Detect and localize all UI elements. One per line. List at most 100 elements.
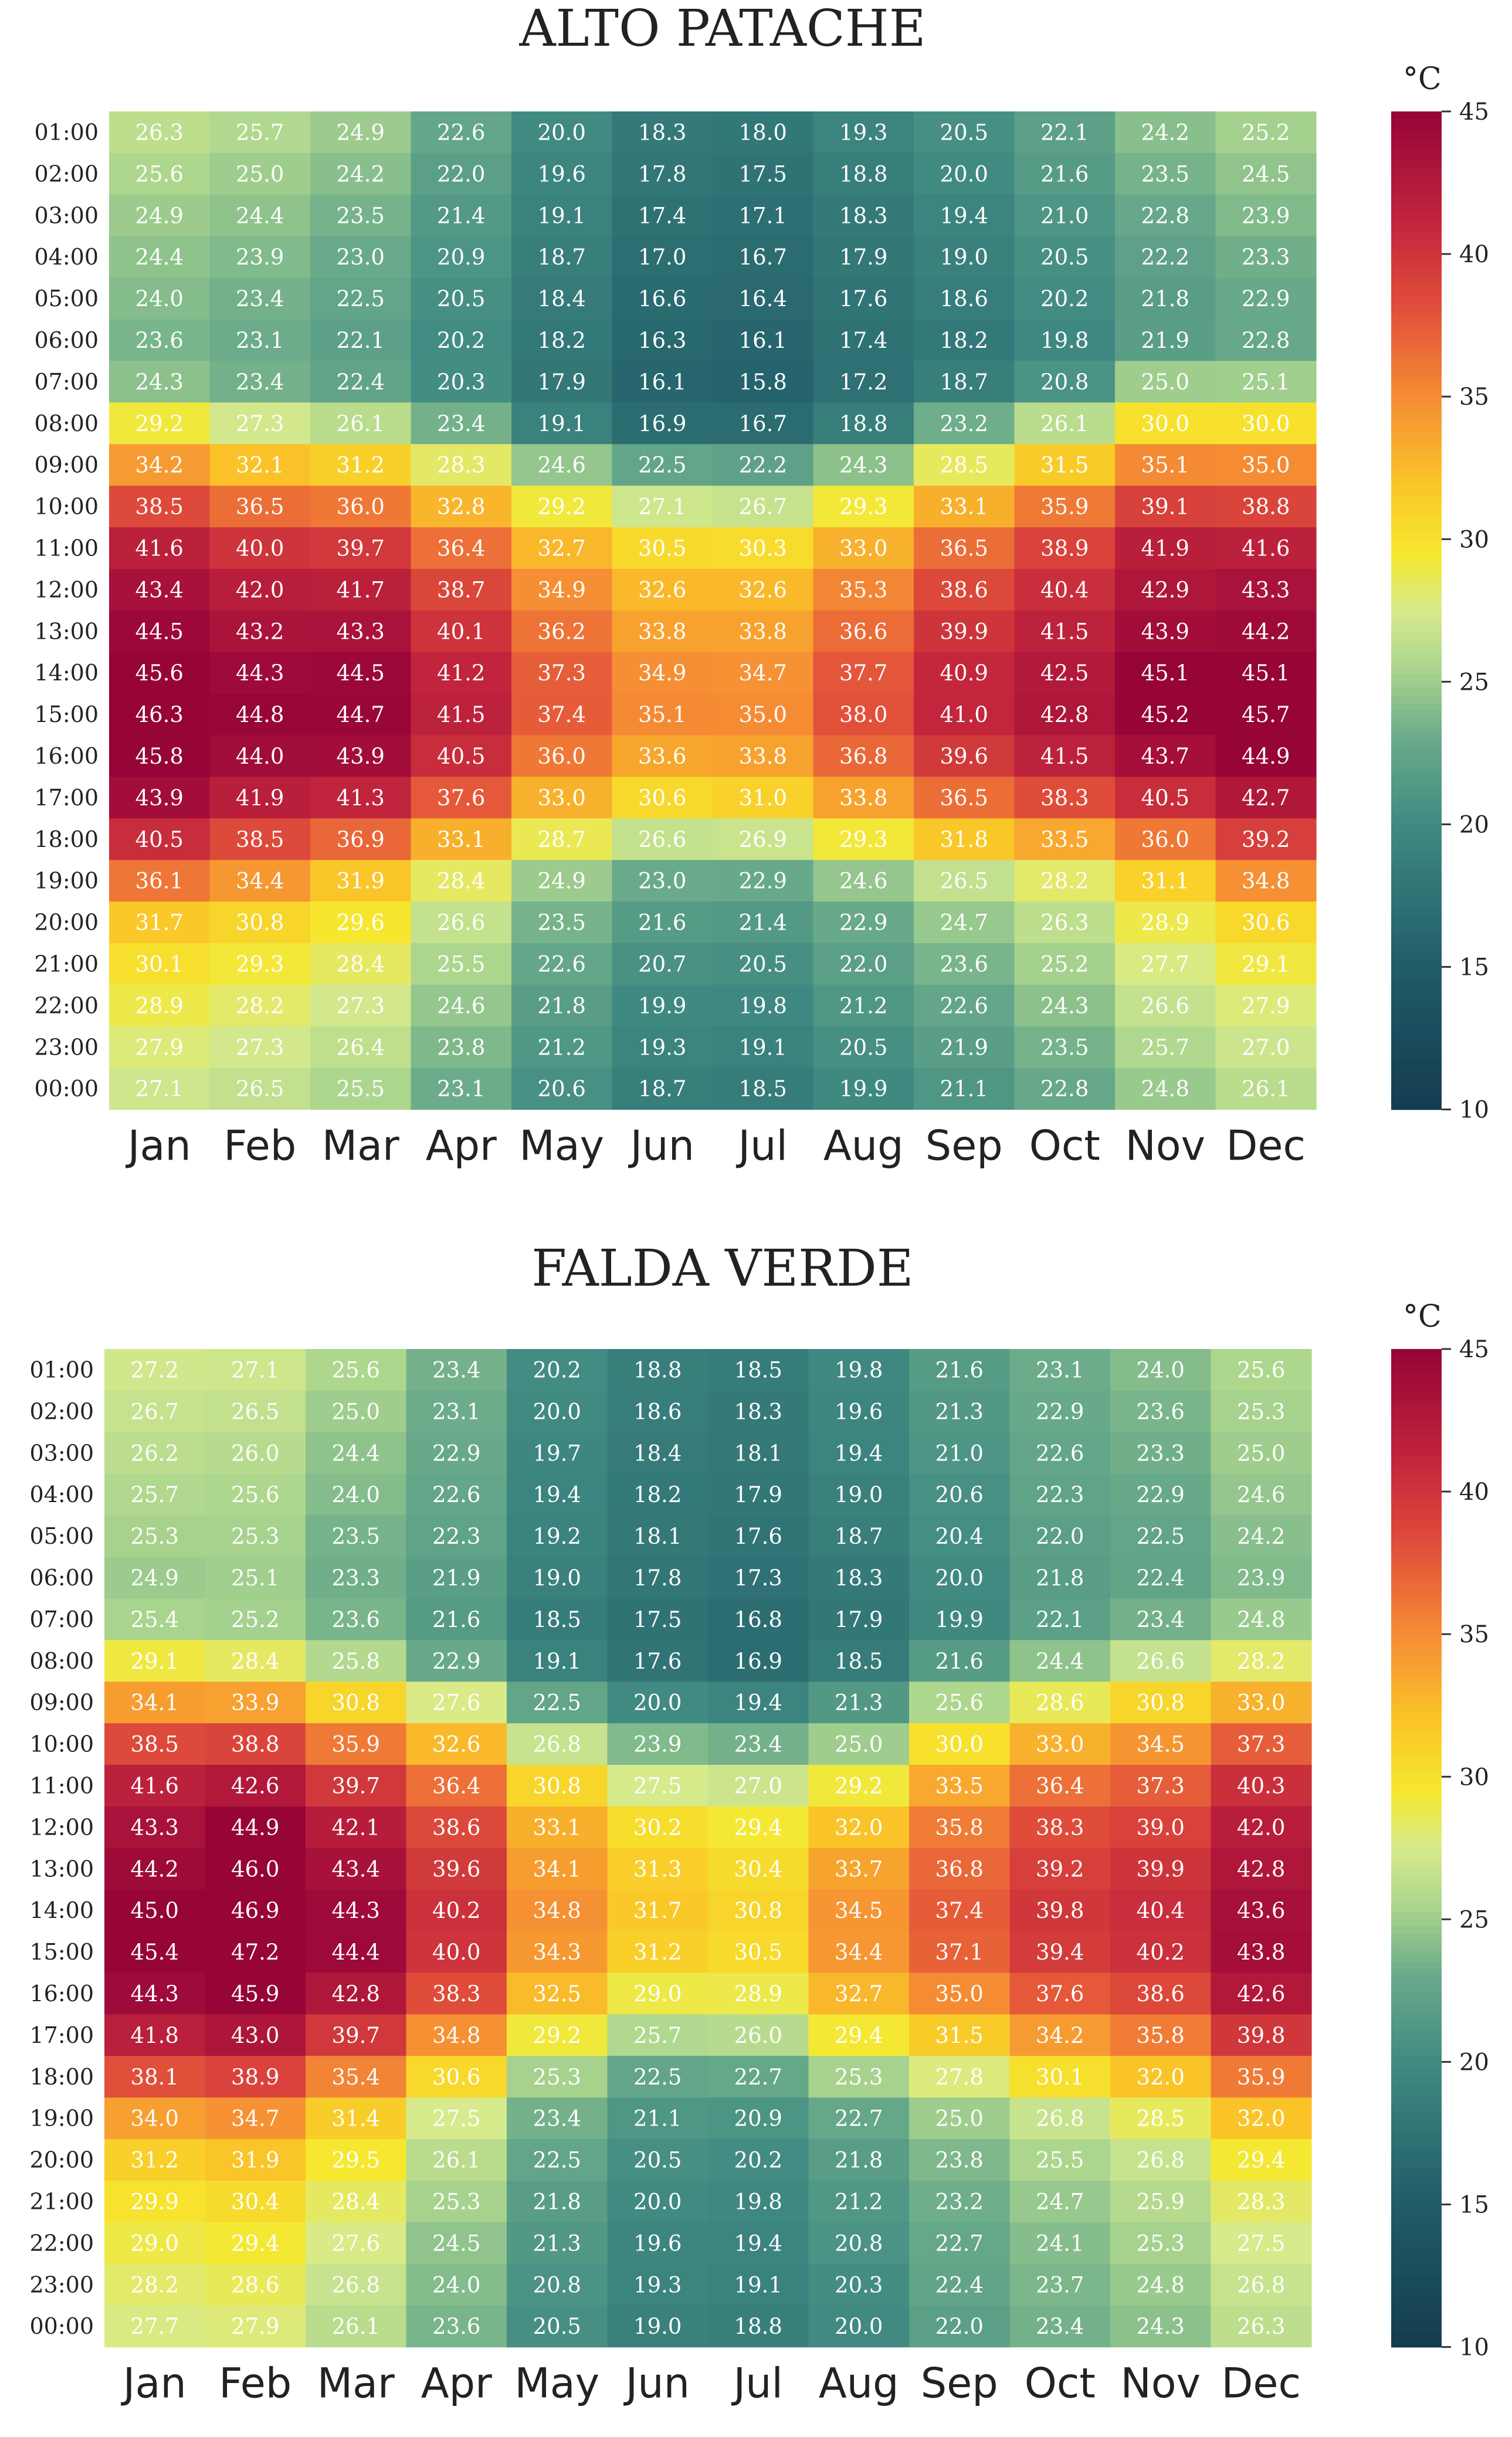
heatmap-cell [1115, 319, 1216, 361]
colorbar-segment [1391, 1470, 1442, 1478]
cell-value-label: 18.2 [538, 328, 586, 353]
cell-value-label: 24.0 [135, 286, 184, 311]
cell-value-label: 24.7 [1036, 2189, 1084, 2214]
cell-value-label: 24.9 [337, 120, 385, 145]
cell-value-label: 26.0 [734, 2023, 782, 2048]
cell-value-label: 29.4 [231, 2231, 279, 2256]
heatmap-cell [209, 610, 311, 653]
heatmap-cell [813, 860, 914, 902]
cell-value-label: 23.9 [1242, 203, 1290, 228]
cell-value-label: 27.9 [1242, 993, 1290, 1018]
colorbar-segment [1391, 988, 1442, 996]
heatmap-cell [507, 1473, 608, 1516]
heatmap-cell [813, 818, 914, 860]
heatmap-cell [406, 2263, 507, 2306]
heatmap-cell [808, 1349, 910, 1391]
cell-value-label: 20.5 [739, 951, 787, 977]
cell-value-label: 33.8 [739, 619, 787, 644]
colorbar-segment [1391, 1655, 1442, 1663]
cell-value-label: 25.0 [236, 161, 284, 187]
y-tick-label: 05:00 [29, 1523, 94, 1549]
heatmap-cell [713, 402, 814, 445]
colorbar-segment [1391, 945, 1442, 954]
heatmap-cell [1215, 901, 1317, 944]
heatmap-cell [511, 402, 613, 445]
colorbar-tick-label: 15 [1459, 2192, 1489, 2219]
cell-value-label: 23.4 [236, 286, 284, 311]
cell-value-label: 27.3 [337, 993, 385, 1018]
cell-value-label: 33.6 [638, 744, 686, 769]
colorbar-segment [1391, 660, 1442, 668]
cell-value-label: 28.5 [940, 453, 988, 478]
heatmap-cell [310, 984, 412, 1027]
heatmap-cell [406, 1598, 507, 1641]
heatmap-cell [104, 1682, 206, 1724]
colorbar-segment [1391, 1919, 1442, 1927]
heatmap-cell [607, 2097, 708, 2140]
cell-value-label: 32.7 [835, 1981, 883, 2006]
colorbar-segment [1391, 724, 1442, 733]
cell-value-label: 38.8 [1242, 494, 1290, 520]
heatmap-cell [1110, 2263, 1212, 2306]
heatmap-cell [1115, 1026, 1216, 1069]
colorbar-segment [1391, 1684, 1442, 1692]
cell-value-label: 27.1 [638, 494, 686, 520]
x-tick-label: Mar [317, 2360, 395, 2408]
colorbar-segment [1391, 1456, 1442, 1464]
colorbar-segment [1391, 2290, 1442, 2298]
x-tick-label: Jul [731, 2360, 783, 2408]
cell-value-label: 38.9 [231, 2065, 279, 2090]
cell-value-label: 33.0 [538, 785, 586, 811]
cell-value-label: 28.7 [538, 827, 586, 852]
colorbar-segment [1391, 1463, 1442, 1471]
colorbar-segment [1391, 1356, 1442, 1364]
heatmap-cell [511, 943, 613, 985]
cell-value-label: 16.1 [739, 328, 787, 353]
colorbar-segment [1391, 418, 1442, 426]
colorbar-segment [1391, 467, 1442, 476]
heatmap-cell [209, 943, 311, 985]
y-tick-label: 07:00 [29, 1606, 94, 1632]
heatmap-cell [813, 568, 914, 611]
heatmap-cell [1014, 984, 1116, 1027]
heatmap-cell [914, 486, 1015, 528]
cell-value-label: 33.5 [935, 1773, 984, 1798]
heatmap-cell [1009, 1557, 1111, 1599]
cell-value-label: 32.0 [1137, 2065, 1185, 2090]
cell-value-label: 42.5 [1040, 660, 1089, 686]
colorbar-segment [1391, 239, 1442, 248]
colorbar-segment [1391, 817, 1442, 825]
cell-value-label: 28.4 [337, 951, 385, 977]
cell-value-label: 33.0 [1036, 1732, 1084, 1757]
cell-value-label: 23.8 [935, 2148, 984, 2173]
heatmap-cell [914, 568, 1015, 611]
cell-value-label: 28.2 [1040, 869, 1089, 894]
cell-value-label: 35.9 [1237, 2065, 1285, 2090]
heatmap-cell [607, 1889, 708, 1932]
cell-value-label: 24.0 [332, 1482, 380, 1507]
colorbar-segment [1391, 2005, 1442, 2013]
colorbar-segment [1391, 2076, 1442, 2084]
heatmap-cell [306, 2056, 407, 2098]
cell-value-label: 26.1 [1242, 1076, 1290, 1101]
cell-value-label: 32.8 [437, 494, 485, 520]
heatmap-cell [808, 2181, 910, 2223]
heatmap-cell [808, 1390, 910, 1433]
heatmap-cell [808, 2139, 910, 2181]
cell-value-label: 28.9 [135, 993, 184, 1018]
cell-value-label: 29.4 [734, 1815, 782, 1840]
cell-value-label: 45.0 [131, 1898, 179, 1923]
heatmap-cell [1211, 1432, 1312, 1475]
heatmap-cell [310, 735, 412, 777]
heatmap-cell [109, 860, 211, 902]
cell-value-label: 40.1 [437, 619, 485, 644]
cell-value-label: 38.5 [131, 1732, 179, 1757]
heatmap-cell [909, 1515, 1011, 1558]
heatmap-cell [909, 1349, 1011, 1391]
heatmap-cell [1009, 1931, 1111, 1974]
heatmap-cell [1014, 277, 1116, 320]
colorbar-segment [1391, 1669, 1442, 1677]
heatmap-cell [109, 735, 211, 777]
cell-value-label: 23.9 [236, 245, 284, 270]
cell-value-label: 24.7 [940, 910, 988, 936]
